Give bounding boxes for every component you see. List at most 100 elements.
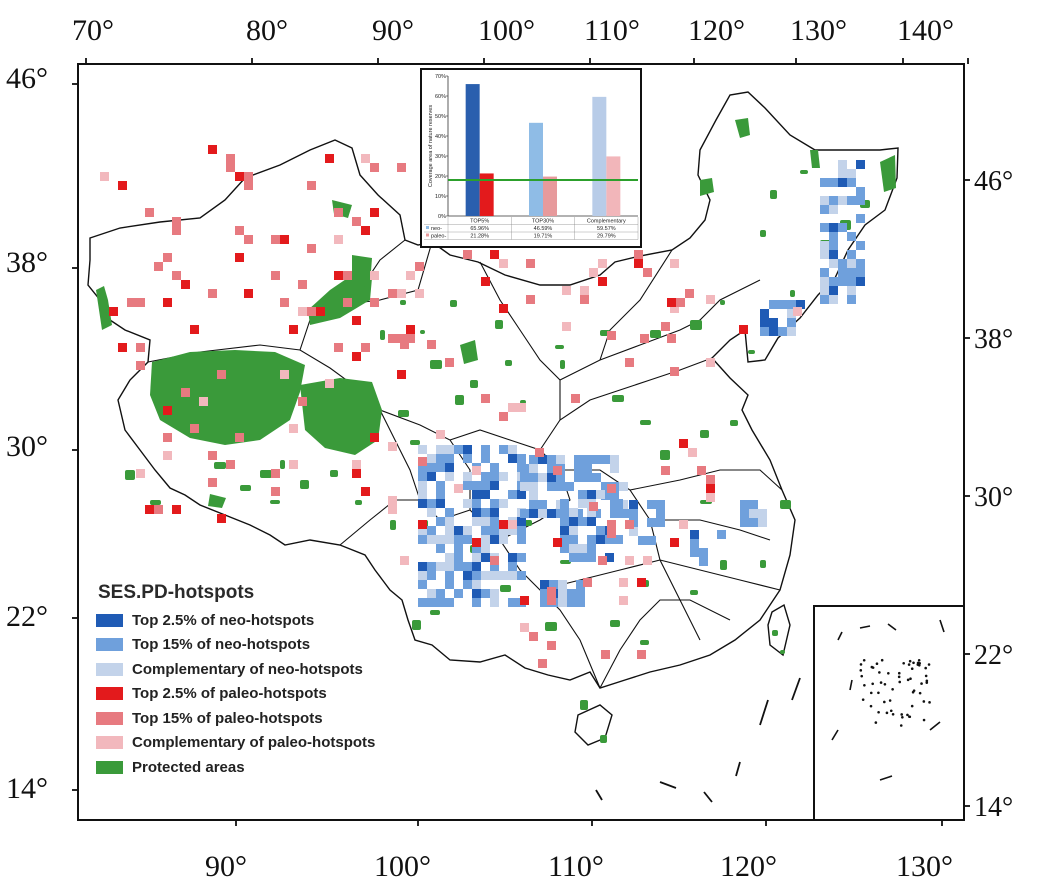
- hotspot-cell: [499, 412, 508, 421]
- hotspot-cell: [583, 455, 592, 464]
- hotspot-cell: [136, 343, 145, 352]
- protected-area: [412, 620, 421, 630]
- y-tick-label: 60%: [435, 94, 446, 100]
- hotspot-cell: [569, 553, 578, 562]
- hotspot-cell: [109, 307, 118, 316]
- island-dot: [861, 698, 865, 701]
- hotspot-cell: [370, 271, 379, 280]
- bottom-tick-label: 130°: [896, 850, 953, 883]
- hotspot-cell: [690, 530, 699, 539]
- hotspot-cell: [547, 509, 556, 518]
- y-tick-label: 20%: [435, 174, 446, 180]
- hotspot-cell: [199, 397, 208, 406]
- legend-title: SES.PD-hotspots: [98, 582, 255, 603]
- hotspot-cell: [118, 181, 127, 190]
- island-dot: [900, 713, 904, 716]
- hotspot-cell: [517, 553, 526, 562]
- data-label: 59.57%: [597, 226, 616, 232]
- hotspot-cell: [517, 571, 526, 580]
- hotspot-cell: [181, 280, 190, 289]
- hotspot-cell: [820, 295, 829, 304]
- hotspot-cell: [472, 490, 481, 499]
- inset-bar-chart: 0% 10% 20% 30% 40% 50% 60% 70% Coverage area of …: [420, 68, 642, 248]
- hotspot-cell: [235, 433, 244, 442]
- protected-area: [260, 420, 266, 424]
- hotspot-cell: [298, 280, 307, 289]
- hotspot-cell: [601, 482, 610, 491]
- hotspot-cell: [352, 460, 361, 469]
- bar-neo-0: [465, 84, 480, 216]
- protected-area: [125, 470, 135, 480]
- legend-label: Top 15% of neo-hotspots: [132, 636, 311, 654]
- bar-chart-svg: 0% 10% 20% 30% 40% 50% 60% 70% Coverage area of …: [424, 74, 639, 240]
- hotspot-cell: [490, 508, 499, 517]
- hotspot-cell: [127, 298, 136, 307]
- hotspot-cell: [481, 277, 490, 286]
- hotspot-cell: [307, 307, 316, 316]
- hotspot-cell: [643, 268, 652, 277]
- protected-area: [300, 480, 309, 489]
- protected-area: [545, 622, 557, 631]
- hotspot-cell: [388, 505, 397, 514]
- hotspot-cell: [560, 499, 569, 508]
- hotspot-cell: [529, 491, 538, 500]
- island-dot: [887, 671, 890, 675]
- hotspot-cell: [415, 262, 424, 271]
- hotspot-cell: [553, 466, 562, 475]
- protected-area: [270, 500, 280, 504]
- island-dot: [877, 710, 880, 714]
- island-dot: [910, 704, 914, 708]
- island-dot: [897, 675, 901, 679]
- hotspot-cell: [508, 520, 517, 529]
- right-tick-label: 22°: [974, 640, 1013, 671]
- hotspot-cell: [706, 358, 715, 367]
- island-dot: [909, 677, 912, 681]
- hotspot-cell: [685, 289, 694, 298]
- island-dot: [899, 724, 903, 727]
- protected-area: [96, 286, 112, 330]
- protected-area: [720, 300, 725, 305]
- hotspot-cell: [370, 208, 379, 217]
- hotspot-cell: [100, 172, 109, 181]
- hotspot-cell: [574, 509, 583, 518]
- hotspot-cell: [172, 271, 181, 280]
- hotspot-cell: [856, 241, 865, 250]
- y-tick-label: 0%: [438, 214, 446, 220]
- hotspot-cell: [529, 632, 538, 641]
- hotspot-cell: [334, 208, 343, 217]
- island-dot: [906, 713, 909, 717]
- protected-area: [430, 610, 440, 615]
- hotspot-cell: [601, 650, 610, 659]
- hotspot-cell: [481, 454, 490, 463]
- hotspot-cell: [217, 370, 226, 379]
- hotspot-cell: [820, 205, 829, 214]
- hotspot-cell: [343, 298, 352, 307]
- hotspot-cell: [226, 154, 235, 163]
- hotspot-cell: [427, 526, 436, 535]
- hotspot-cell: [427, 499, 436, 508]
- protected-area: [410, 440, 420, 445]
- island-dot: [877, 691, 880, 695]
- legend-label: Complementary of neo-hotspots: [132, 660, 363, 678]
- hotspot-cell: [560, 526, 569, 535]
- hotspot-cell: [520, 509, 529, 518]
- hotspot-cell: [547, 464, 556, 473]
- hotspot-cell: [508, 598, 517, 607]
- hotspot-cell: [427, 340, 436, 349]
- hotspot-cell: [587, 508, 596, 517]
- hotspot-cell: [670, 304, 679, 313]
- hotspot-cell: [520, 596, 529, 605]
- protected-area: [150, 350, 305, 445]
- series-name: neo-: [431, 226, 442, 232]
- hotspot-cell: [490, 556, 499, 565]
- series-marker: [426, 226, 429, 229]
- protected-area: [700, 178, 714, 196]
- hotspot-cell: [508, 571, 517, 580]
- hotspot-cell: [436, 430, 445, 439]
- protected-area: [772, 630, 778, 636]
- hotspot-cell: [679, 439, 688, 448]
- hotspot-cell: [472, 580, 481, 589]
- hotspot-cell: [463, 571, 472, 580]
- island-dot: [918, 691, 922, 695]
- hotspot-cell: [578, 517, 587, 526]
